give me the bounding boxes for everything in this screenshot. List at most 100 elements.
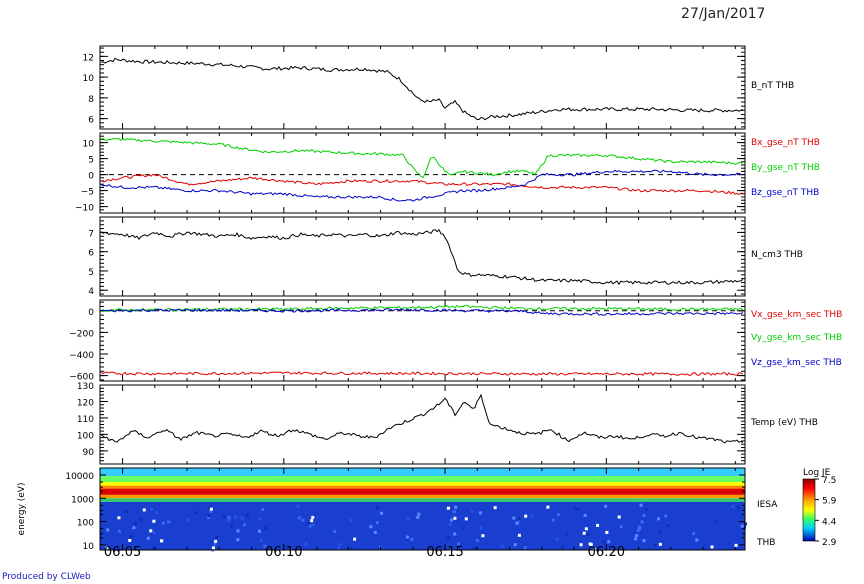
spectrogram-cell	[517, 516, 521, 520]
spectrogram-cell	[209, 509, 213, 513]
spectrogram-cell	[149, 529, 153, 533]
spectrogram-cell	[315, 547, 319, 551]
legend-label: Bx_gse_nT THB	[751, 138, 820, 148]
spectrogram-cell	[129, 534, 133, 538]
spectrogram-cell	[373, 530, 377, 534]
spectrogram-cell	[454, 505, 458, 509]
spectrogram-cell	[517, 520, 521, 524]
spectrogram-cell	[132, 526, 136, 530]
spectrogram-cell	[453, 516, 457, 520]
colorbar-tick-label: 5.9	[822, 497, 837, 507]
spectrogram-cell	[556, 513, 560, 517]
spectrogram-cell	[473, 546, 477, 550]
spectrogram-cell	[456, 542, 460, 546]
spectrogram-band	[100, 485, 745, 489]
spectrogram-cell	[713, 520, 717, 524]
spectrogram-cell	[588, 542, 592, 546]
spectrogram-cell	[257, 529, 261, 533]
spectrogram-cell	[479, 526, 483, 530]
y-tick-label: 4	[88, 287, 94, 297]
y-tick-label: 5	[88, 268, 94, 278]
panel-label: N_cm3 THB	[751, 250, 803, 260]
y-tick-label: 7	[88, 229, 94, 239]
spectrogram-cell	[555, 537, 559, 541]
spectrogram-cell	[605, 530, 609, 534]
spectrogram-cell	[349, 519, 353, 523]
spectrogram-cell	[150, 508, 154, 512]
spectrogram-cell	[461, 526, 465, 530]
spectrogram-cell	[405, 537, 409, 541]
spectrogram-cell	[215, 535, 219, 539]
spectrogram-cell	[227, 515, 231, 519]
y-axis-label: energy (eV)	[17, 483, 27, 536]
spectrogram-cell	[644, 507, 648, 511]
spectrogram-cell	[186, 518, 190, 522]
panel-frame	[99, 132, 746, 214]
spectrogram-cell	[338, 543, 342, 547]
spectrogram-cell	[607, 540, 611, 544]
spectrogram-cell	[310, 519, 314, 523]
spectrogram-cell	[227, 518, 231, 522]
spectrogram-cell	[117, 529, 121, 533]
spectrogram-cell	[740, 524, 744, 528]
spectrogram-cell	[453, 532, 457, 536]
spectrogram-cell	[710, 545, 714, 549]
spectrogram-cell	[213, 542, 217, 546]
spectrogram-cell	[639, 503, 643, 507]
spectrogram-cell	[692, 532, 696, 536]
panel-frame	[99, 45, 746, 130]
spectrogram-cell	[642, 539, 646, 543]
colorbar-tick-label: 2.9	[822, 538, 837, 548]
spectrogram-cell	[653, 543, 657, 547]
spectrogram-cell	[349, 547, 353, 551]
spectrogram-cell	[124, 510, 128, 514]
panel-frame	[99, 467, 746, 551]
spectrogram-cell	[551, 518, 555, 522]
spectrogram-cell	[406, 517, 410, 521]
spectrogram-cell	[222, 515, 226, 519]
y-tick-label: 100	[77, 431, 94, 441]
legend-label: By_gse_nT THB	[751, 163, 820, 173]
spectrogram-cell	[261, 507, 265, 511]
spectrogram-band	[100, 494, 745, 499]
spectrogram-cell	[695, 538, 699, 542]
spectrogram-cell	[214, 539, 218, 543]
spectrogram-cell	[561, 545, 565, 549]
legend-label: Vz_gse_km_sec THB	[751, 358, 842, 368]
spectrogram-cell	[207, 514, 211, 518]
spectrogram-cell	[263, 544, 267, 548]
spectrogram-cell	[152, 519, 156, 523]
spectrogram-cell	[416, 515, 420, 519]
spectrogram-cell	[546, 505, 550, 509]
spectrogram-cell	[297, 516, 301, 520]
panel-label: B_nT THB	[751, 81, 794, 91]
series-line	[100, 228, 744, 286]
spectrogram-band	[100, 501, 745, 550]
spectrogram-band	[100, 468, 745, 477]
spectrogram-cell	[258, 517, 262, 521]
series-line	[100, 137, 744, 179]
spectrogram-cell	[380, 511, 384, 515]
spectrogram-cell	[636, 528, 640, 532]
series-line	[100, 371, 744, 376]
spectrogram-cell	[731, 505, 735, 509]
spectrogram-cell	[582, 531, 586, 535]
y-tick-label: 100	[77, 519, 94, 529]
y-tick-label: 0	[88, 172, 94, 182]
spectrogram-cell	[530, 514, 534, 518]
spectrogram-cell	[376, 521, 380, 525]
y-tick-label: 6	[88, 249, 94, 259]
spectrogram-cell	[448, 522, 452, 526]
y-tick-label: 12	[83, 53, 94, 63]
y-tick-label: 10	[83, 74, 95, 84]
spectrogram-cell	[604, 504, 608, 508]
spectrogram-cell	[512, 516, 516, 520]
spectrogram-cell	[161, 521, 165, 525]
series-line	[101, 308, 744, 316]
panel-label: IESA	[757, 500, 778, 510]
spectrogram-band	[100, 482, 745, 486]
spectrogram-cell	[133, 521, 137, 525]
y-tick-label: −10	[75, 204, 94, 214]
x-tick-label: 06:20	[588, 545, 625, 560]
